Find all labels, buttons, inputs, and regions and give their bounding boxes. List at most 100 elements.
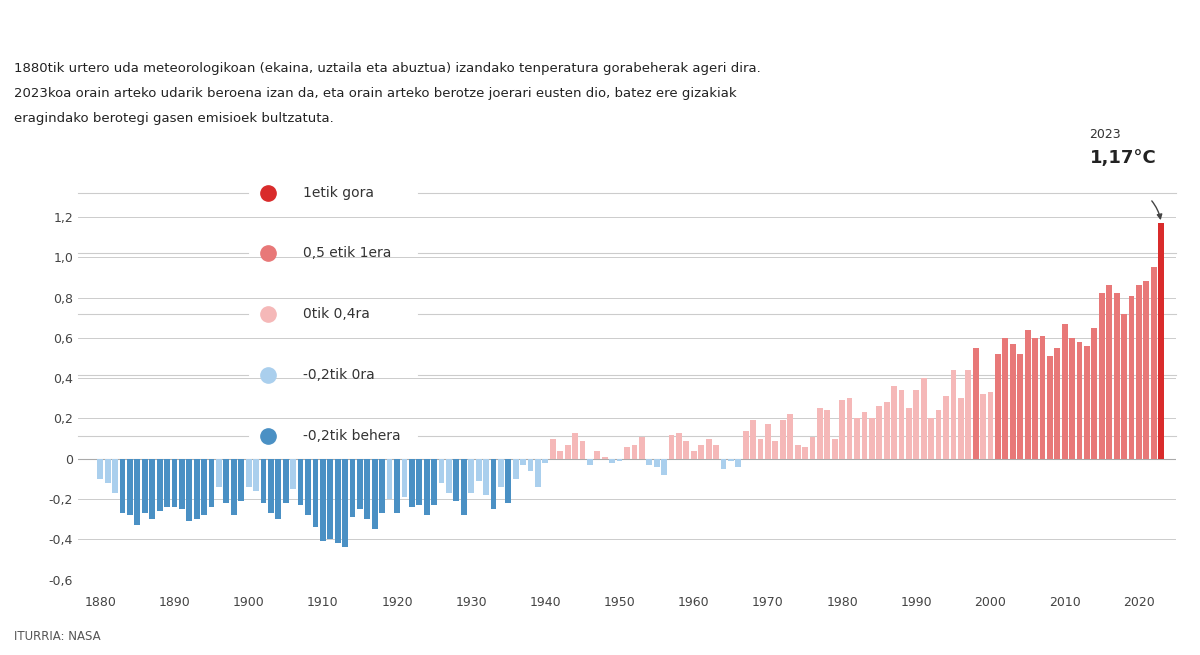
Bar — [230, 458, 236, 515]
Bar — [1069, 338, 1075, 458]
Bar — [179, 458, 185, 509]
Bar — [743, 430, 749, 458]
Bar — [1092, 328, 1097, 458]
Bar — [1025, 329, 1031, 458]
Bar — [1062, 324, 1068, 458]
Bar — [342, 458, 348, 548]
Bar — [239, 458, 244, 501]
Text: -0,2tik behera: -0,2tik behera — [304, 429, 401, 443]
Bar — [572, 432, 578, 458]
Bar — [580, 441, 586, 458]
Bar — [461, 458, 467, 515]
Bar — [246, 458, 252, 487]
Bar — [832, 439, 838, 458]
Bar — [684, 441, 689, 458]
Bar — [706, 439, 712, 458]
Bar — [157, 458, 162, 511]
Text: 1880tik urtero uda meteorologikoan (ekaina, uztaila eta abuztua) izandako tenper: 1880tik urtero uda meteorologikoan (ekai… — [14, 62, 761, 75]
Bar — [958, 398, 964, 458]
Bar — [883, 402, 889, 458]
Text: ITURRIA: NASA: ITURRIA: NASA — [14, 630, 101, 643]
Bar — [491, 458, 497, 509]
Bar — [209, 458, 215, 507]
Bar — [736, 458, 742, 467]
Bar — [402, 458, 407, 497]
Bar — [854, 419, 860, 458]
Bar — [757, 439, 763, 458]
Bar — [1099, 293, 1105, 458]
Bar — [127, 458, 133, 515]
Bar — [913, 390, 919, 458]
Bar — [862, 413, 868, 458]
Bar — [113, 458, 118, 493]
Bar — [1151, 267, 1157, 458]
Text: 1etik gora: 1etik gora — [304, 185, 374, 200]
Bar — [720, 458, 726, 469]
Bar — [1084, 346, 1090, 458]
Text: 0tik 0,4ra: 0tik 0,4ra — [304, 307, 370, 322]
Bar — [372, 458, 378, 529]
Bar — [142, 458, 148, 513]
Bar — [431, 458, 437, 505]
Bar — [1032, 338, 1038, 458]
Bar — [416, 458, 422, 505]
Bar — [1076, 342, 1082, 458]
Bar — [290, 458, 296, 489]
Bar — [505, 458, 511, 503]
Bar — [328, 458, 334, 539]
Text: 2023: 2023 — [1090, 128, 1121, 141]
Bar — [698, 445, 704, 458]
Bar — [973, 348, 978, 458]
Bar — [691, 451, 697, 458]
Bar — [617, 458, 623, 460]
Bar — [587, 458, 593, 465]
Text: 0,5 etik 1era: 0,5 etik 1era — [304, 246, 391, 261]
Bar — [810, 437, 815, 458]
Bar — [654, 458, 660, 467]
Bar — [1121, 314, 1127, 458]
Bar — [980, 394, 986, 458]
Bar — [97, 458, 103, 479]
Bar — [906, 408, 912, 458]
Bar — [661, 458, 667, 475]
Bar — [624, 447, 630, 458]
Bar — [1128, 295, 1134, 458]
Bar — [521, 458, 526, 465]
Bar — [1002, 338, 1008, 458]
Bar — [780, 421, 786, 458]
Bar — [134, 458, 140, 525]
Bar — [349, 458, 355, 517]
Bar — [638, 437, 644, 458]
Bar — [409, 458, 415, 507]
Bar — [565, 445, 570, 458]
Bar — [988, 392, 994, 458]
Bar — [773, 441, 779, 458]
Bar — [929, 419, 934, 458]
Bar — [550, 439, 556, 458]
Bar — [676, 432, 682, 458]
Bar — [869, 419, 875, 458]
Text: 1,17°C: 1,17°C — [1090, 149, 1157, 167]
Bar — [787, 415, 793, 458]
Bar — [802, 447, 808, 458]
Bar — [936, 411, 942, 458]
Bar — [839, 400, 845, 458]
Bar — [498, 458, 504, 487]
Bar — [950, 370, 956, 458]
Bar — [149, 458, 155, 519]
Bar — [1010, 344, 1015, 458]
Bar — [276, 458, 281, 519]
Bar — [379, 458, 385, 513]
Bar — [164, 458, 170, 507]
Bar — [365, 458, 371, 519]
Bar — [1106, 286, 1112, 458]
Bar — [216, 458, 222, 487]
Bar — [446, 458, 452, 493]
Bar — [1158, 223, 1164, 458]
Bar — [1039, 336, 1045, 458]
Bar — [876, 406, 882, 458]
Bar — [1144, 282, 1150, 458]
Bar — [892, 386, 896, 458]
Bar — [920, 378, 926, 458]
Bar — [557, 451, 563, 458]
